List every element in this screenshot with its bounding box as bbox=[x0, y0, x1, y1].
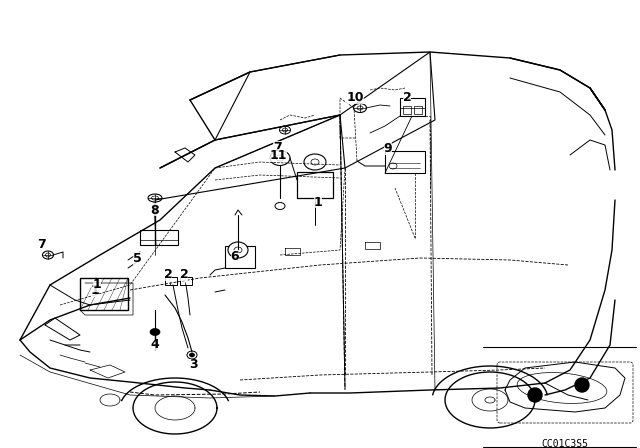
Circle shape bbox=[575, 378, 589, 392]
Text: 1: 1 bbox=[314, 195, 323, 208]
Ellipse shape bbox=[152, 196, 159, 200]
Text: 1: 1 bbox=[91, 284, 99, 297]
Ellipse shape bbox=[275, 202, 285, 210]
Text: 10: 10 bbox=[346, 90, 364, 103]
Text: 5: 5 bbox=[132, 251, 141, 264]
Text: 2: 2 bbox=[180, 267, 188, 280]
Text: 7: 7 bbox=[38, 237, 46, 250]
Text: 4: 4 bbox=[150, 339, 159, 352]
Bar bbox=[403, 106, 411, 114]
Text: 1: 1 bbox=[93, 279, 101, 292]
Text: 7: 7 bbox=[273, 141, 282, 154]
Ellipse shape bbox=[304, 154, 326, 170]
Bar bbox=[140, 230, 178, 245]
Bar bbox=[297, 172, 333, 198]
Bar bbox=[180, 277, 192, 285]
Ellipse shape bbox=[189, 353, 195, 357]
Text: 6: 6 bbox=[230, 250, 239, 263]
Bar bbox=[385, 151, 425, 173]
Bar bbox=[80, 278, 128, 310]
Text: 8: 8 bbox=[150, 203, 159, 216]
Bar bbox=[414, 106, 422, 114]
Ellipse shape bbox=[228, 242, 248, 258]
Text: 11: 11 bbox=[269, 148, 287, 161]
Text: 9: 9 bbox=[384, 142, 392, 155]
Ellipse shape bbox=[270, 151, 290, 165]
Ellipse shape bbox=[150, 328, 160, 336]
Bar bbox=[165, 277, 177, 285]
Ellipse shape bbox=[42, 251, 54, 259]
Text: CC01C3S5: CC01C3S5 bbox=[541, 439, 589, 448]
Text: 3: 3 bbox=[189, 358, 197, 371]
Text: 2: 2 bbox=[164, 267, 172, 280]
Bar bbox=[400, 98, 425, 116]
Ellipse shape bbox=[353, 103, 367, 112]
Bar bbox=[225, 246, 255, 268]
Ellipse shape bbox=[148, 194, 162, 202]
Ellipse shape bbox=[187, 351, 197, 359]
Circle shape bbox=[528, 388, 542, 402]
Text: 2: 2 bbox=[403, 90, 412, 103]
Ellipse shape bbox=[280, 126, 291, 134]
